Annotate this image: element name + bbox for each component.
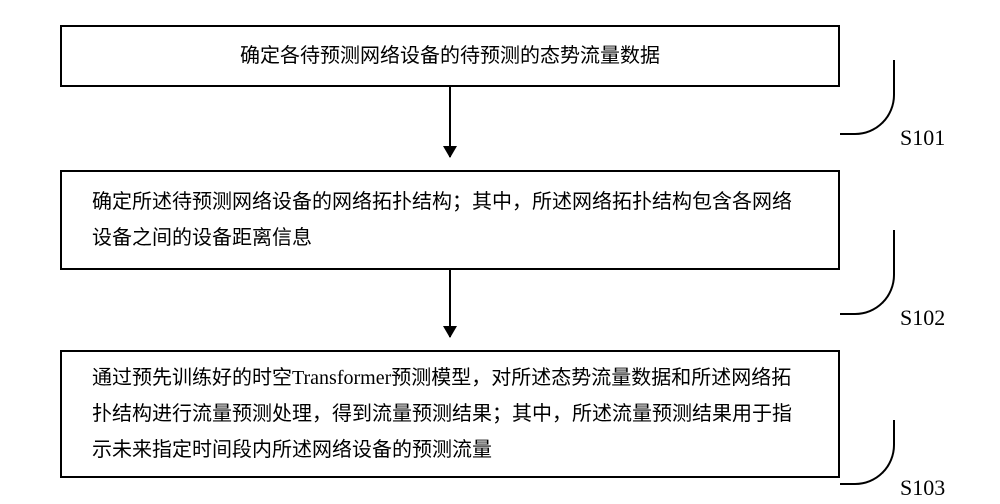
flowchart-arrow [449, 87, 451, 157]
flowchart-arrow [449, 270, 451, 337]
label-connector [840, 230, 895, 315]
flowchart-step-label: S103 [900, 475, 945, 501]
flowchart-container: 确定各待预测网络设备的待预测的态势流量数据 S101 确定所述待预测网络设备的网… [0, 0, 1000, 504]
flowchart-step-box: 确定各待预测网络设备的待预测的态势流量数据 [60, 25, 840, 87]
flowchart-step-box: 确定所述待预测网络设备的网络拓扑结构；其中，所述网络拓扑结构包含各网络设备之间的… [60, 170, 840, 270]
label-connector [840, 420, 895, 485]
flowchart-step-label: S102 [900, 305, 945, 331]
flowchart-step-text: 确定各待预测网络设备的待预测的态势流量数据 [240, 38, 660, 74]
flowchart-step-label: S101 [900, 125, 945, 151]
flowchart-step-box: 通过预先训练好的时空Transformer预测模型，对所述态势流量数据和所述网络… [60, 350, 840, 478]
flowchart-step-text: 确定所述待预测网络设备的网络拓扑结构；其中，所述网络拓扑结构包含各网络设备之间的… [92, 184, 808, 256]
label-connector [840, 60, 895, 135]
flowchart-step-text: 通过预先训练好的时空Transformer预测模型，对所述态势流量数据和所述网络… [92, 360, 808, 468]
